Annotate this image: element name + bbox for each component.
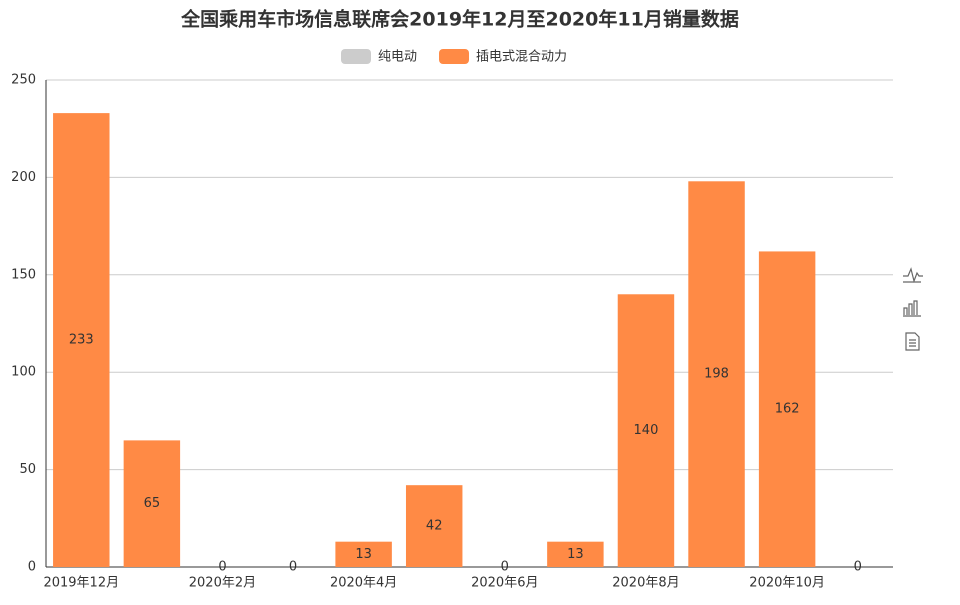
bar [53, 113, 110, 567]
toolbox [903, 267, 923, 351]
y-tick-label: 100 [11, 365, 36, 380]
value-label: 0 [218, 560, 226, 575]
x-tick-label: 2020年2月 [189, 576, 256, 591]
value-label: 0 [289, 560, 297, 575]
bar [688, 181, 745, 567]
x-tick-label: 2020年4月 [330, 576, 397, 591]
value-label: 13 [355, 547, 372, 562]
bar [758, 251, 816, 567]
value-label: 162 [775, 402, 800, 417]
y-tick-label: 250 [11, 73, 36, 88]
bar [547, 541, 604, 567]
value-label: 233 [69, 333, 94, 348]
value-label: 140 [634, 423, 659, 438]
y-tick-label: 200 [11, 170, 36, 185]
legend-swatch [341, 49, 371, 64]
bar [405, 485, 463, 567]
legend-swatch [439, 49, 470, 64]
y-tick-label: 50 [19, 462, 36, 477]
y-tick-label: 150 [11, 267, 36, 282]
value-label: 0 [501, 560, 509, 575]
y-tick-label: 0 [28, 560, 36, 575]
line-view-icon[interactable] [903, 267, 923, 284]
value-label: 198 [704, 367, 729, 382]
bar [617, 294, 675, 567]
bar-view-icon[interactable] [903, 300, 921, 317]
value-label: 42 [426, 519, 443, 534]
x-tick-label: 2020年10月 [749, 576, 825, 591]
bar [335, 541, 392, 567]
legend-label[interactable]: 插电式混合动力 [476, 50, 567, 65]
value-label: 65 [144, 496, 161, 511]
bar [123, 440, 181, 567]
data-view-icon[interactable] [905, 332, 920, 351]
legend-label[interactable]: 纯电动 [378, 50, 417, 65]
x-tick-label: 2019年12月 [43, 576, 119, 591]
value-label: 0 [854, 560, 862, 575]
value-label: 13 [567, 547, 584, 562]
x-tick-label: 2020年8月 [612, 576, 679, 591]
chart-title: 全国乘用车市场信息联席会2019年12月至2020年11月销量数据 [180, 8, 739, 31]
x-tick-label: 2020年6月 [471, 576, 538, 591]
